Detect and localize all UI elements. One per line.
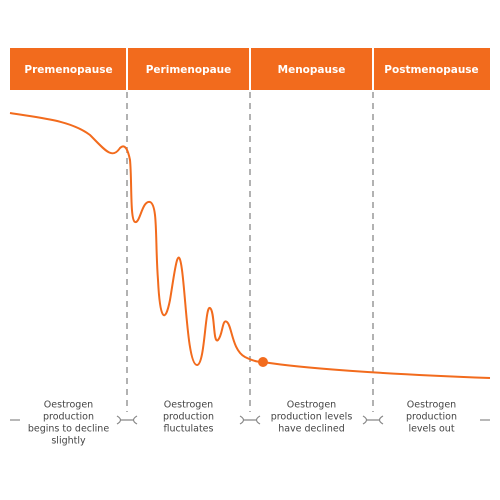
bottom-brackets [10,415,490,425]
oestrogen-curve [9,112,491,379]
phase-description: Oestrogen [287,400,336,411]
phase-description: Oestrogen [44,400,93,411]
phase-description: production [406,412,457,423]
phase-description: slightly [51,436,86,447]
phase-description: Oestrogen [164,400,213,411]
header-dividers [126,48,374,90]
phase-label: Menopause [278,64,346,76]
phase-description: production levels [271,412,353,423]
phase-label: Postmenopause [384,64,478,76]
phase-description: fluctulates [164,424,214,435]
phase-description: Oestrogen [407,400,456,411]
menopause-marker [258,357,268,367]
phase-label: Premenopause [24,64,112,76]
phase-description: begins to decline [28,424,109,435]
phase-description: production [43,412,94,423]
phase-description: have declined [278,424,345,435]
phase-label: Perimenopaue [146,64,232,76]
phase-description: levels out [408,424,454,435]
phase-boundaries [126,92,374,412]
phase-description: production [163,412,214,423]
